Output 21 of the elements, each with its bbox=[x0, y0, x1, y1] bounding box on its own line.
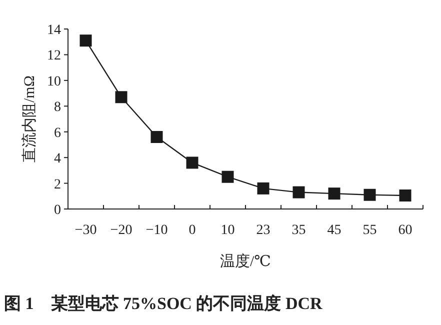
ytick: 0 bbox=[54, 203, 61, 218]
xtick: 55 bbox=[362, 223, 377, 238]
xtick: 10 bbox=[220, 223, 235, 238]
title: 图 1 某型电芯 75%SOC 的不同温度 DCR bbox=[4, 294, 322, 313]
xtick: −10 bbox=[146, 223, 168, 238]
ytick: 8 bbox=[54, 100, 61, 116]
xtick: 60 bbox=[398, 223, 412, 238]
xtick: 35 bbox=[292, 223, 306, 238]
ytick: 10 bbox=[47, 74, 61, 90]
xtick: −30 bbox=[74, 223, 97, 238]
xtick: 23 bbox=[256, 223, 270, 238]
ytick: 14 bbox=[47, 23, 61, 38]
ytick: 12 bbox=[47, 48, 61, 64]
ytick: 2 bbox=[54, 177, 61, 192]
ytick: 6 bbox=[54, 126, 61, 141]
xtick: 0 bbox=[188, 223, 196, 238]
ylabel: 直流内阻/mΩ bbox=[22, 76, 38, 162]
xtick: 45 bbox=[327, 223, 342, 238]
xtick: −20 bbox=[110, 223, 132, 238]
ytick: 4 bbox=[54, 152, 61, 167]
xlabel: 温度/℃ bbox=[220, 254, 271, 270]
